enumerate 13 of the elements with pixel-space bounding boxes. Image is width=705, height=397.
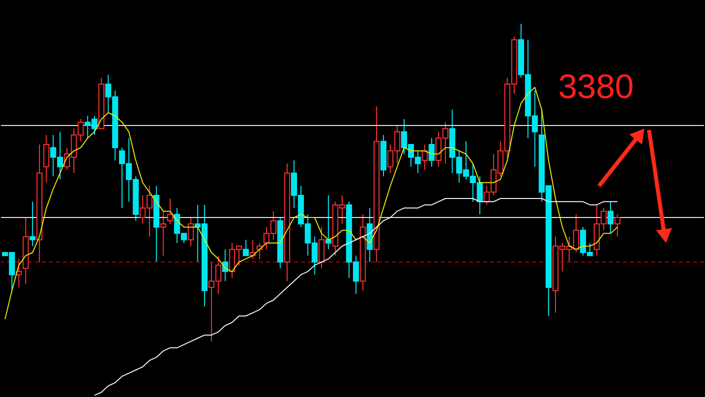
candlestick: [167, 198, 174, 224]
candlestick: [188, 217, 194, 247]
candlestick: [422, 144, 428, 170]
candlestick: [160, 210, 166, 256]
candlestick: [325, 194, 332, 250]
candlestick: [318, 226, 325, 269]
candlestick: [614, 214, 620, 238]
candlestick: [242, 239, 249, 256]
candlestick: [30, 201, 36, 247]
candlestick: [608, 201, 614, 234]
candlestick: [43, 134, 50, 184]
candlestick: [428, 138, 435, 168]
annotation: 3380: [558, 68, 634, 106]
